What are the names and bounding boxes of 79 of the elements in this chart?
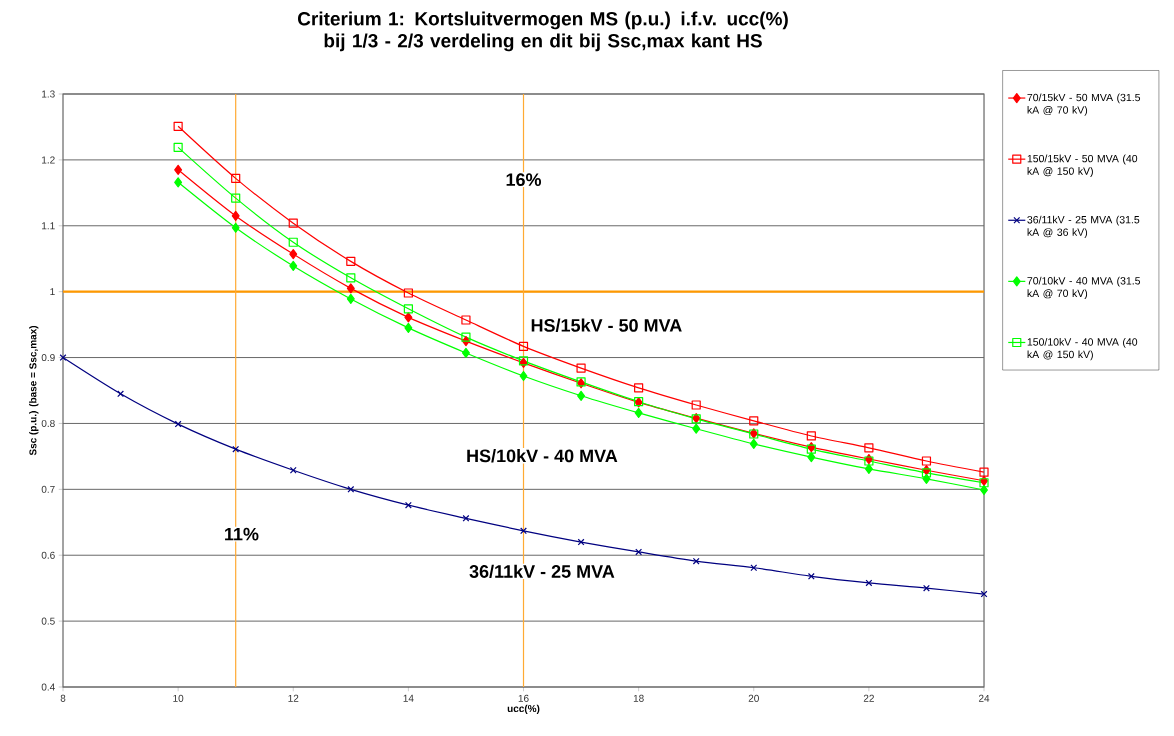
point xyxy=(692,423,701,434)
point xyxy=(519,370,528,382)
y-tick-label: 0.7 xyxy=(41,485,55,493)
point xyxy=(288,237,298,247)
point xyxy=(173,142,183,152)
y-tick-label: 0.8 xyxy=(41,419,55,427)
point xyxy=(346,293,355,305)
annotation: HS/15kV - 50 MVA xyxy=(531,318,682,332)
point xyxy=(749,438,758,449)
point xyxy=(289,249,298,260)
point xyxy=(404,312,413,323)
point xyxy=(288,218,298,228)
point xyxy=(346,256,356,266)
x-axis-title: ucc(%) xyxy=(507,704,540,715)
x-tick-label: 24 xyxy=(978,694,990,702)
x-tick-label: 8 xyxy=(60,694,66,702)
point xyxy=(577,390,586,401)
legend-label: 70/10kV - 40 MVA (31.5 kA @ 70 kV) xyxy=(1027,276,1141,300)
legend-label: 150/15kV - 50 MVA (40 kA @ 150 kV) xyxy=(1027,154,1138,177)
point xyxy=(461,315,471,325)
point xyxy=(404,501,412,509)
point xyxy=(59,354,67,361)
y-tick-label: 1.3 xyxy=(42,90,55,98)
annotation: 16% xyxy=(506,173,542,187)
x-tick-label: 22 xyxy=(863,694,874,702)
point xyxy=(231,173,241,183)
y-tick-label: 1.2 xyxy=(42,156,55,164)
legend-label: 36/11kV - 25 MVA (31.5 kA @ 36 kV) xyxy=(1027,215,1140,238)
point xyxy=(174,177,183,188)
annotation: 36/11kV - 25 MVA xyxy=(469,564,615,579)
point xyxy=(346,283,355,294)
point xyxy=(173,121,183,131)
x-tick-label: 16 xyxy=(518,694,529,702)
point xyxy=(117,390,124,398)
annotation: HS/10kV - 40 MVA xyxy=(467,449,618,463)
point xyxy=(403,304,413,314)
point xyxy=(347,485,355,493)
point xyxy=(404,322,413,334)
x-tick-label: 18 xyxy=(633,694,644,702)
y-axis-title: Ssc (p.u.) (base = Ssc,max) xyxy=(29,325,39,456)
point xyxy=(634,383,644,393)
y-tick-label: 0.4 xyxy=(41,683,55,691)
point xyxy=(520,527,527,535)
point xyxy=(749,416,759,426)
point xyxy=(806,431,816,441)
y-tick-label: 1 xyxy=(50,288,55,296)
x-tick-label: 12 xyxy=(288,694,299,702)
x-tick-label: 14 xyxy=(403,694,414,702)
x-tick-label: 20 xyxy=(748,694,759,702)
y-tick-label: 0.5 xyxy=(41,617,55,625)
point xyxy=(289,260,298,272)
point xyxy=(231,193,241,203)
legend-label: 70/15kV - 50 MVA (31.5 kA @ 70 kV) xyxy=(1027,93,1141,116)
point xyxy=(462,514,470,522)
point xyxy=(461,347,470,359)
point xyxy=(232,445,240,453)
point xyxy=(231,222,240,233)
point xyxy=(691,400,701,410)
point xyxy=(635,548,643,556)
chart-title: Criterium 1: Kortsluitvermogen MS (p.u.) i.f.v. ucc(%) bij 1/3 - 2/3 verdeling en dit bij Ssc,max kant HS xyxy=(298,11,788,52)
point xyxy=(518,341,529,351)
annotation: 11% xyxy=(225,527,259,541)
point xyxy=(634,407,643,418)
point xyxy=(346,273,356,283)
point xyxy=(174,164,183,175)
point xyxy=(979,467,989,477)
y-tick-label: 0.6 xyxy=(41,551,55,559)
point xyxy=(864,443,874,453)
point xyxy=(461,332,471,342)
legend-label: 150/10kV - 40 MVA (40 kA @ 150 kV) xyxy=(1027,337,1138,361)
x-tick-label: 10 xyxy=(173,694,184,702)
point xyxy=(923,584,930,592)
point xyxy=(403,288,413,298)
point xyxy=(231,210,240,221)
point xyxy=(807,451,816,463)
y-tick-label: 0.9 xyxy=(41,354,55,362)
point xyxy=(576,363,586,373)
y-tick-label: 1.1 xyxy=(42,222,55,230)
point xyxy=(921,456,932,466)
